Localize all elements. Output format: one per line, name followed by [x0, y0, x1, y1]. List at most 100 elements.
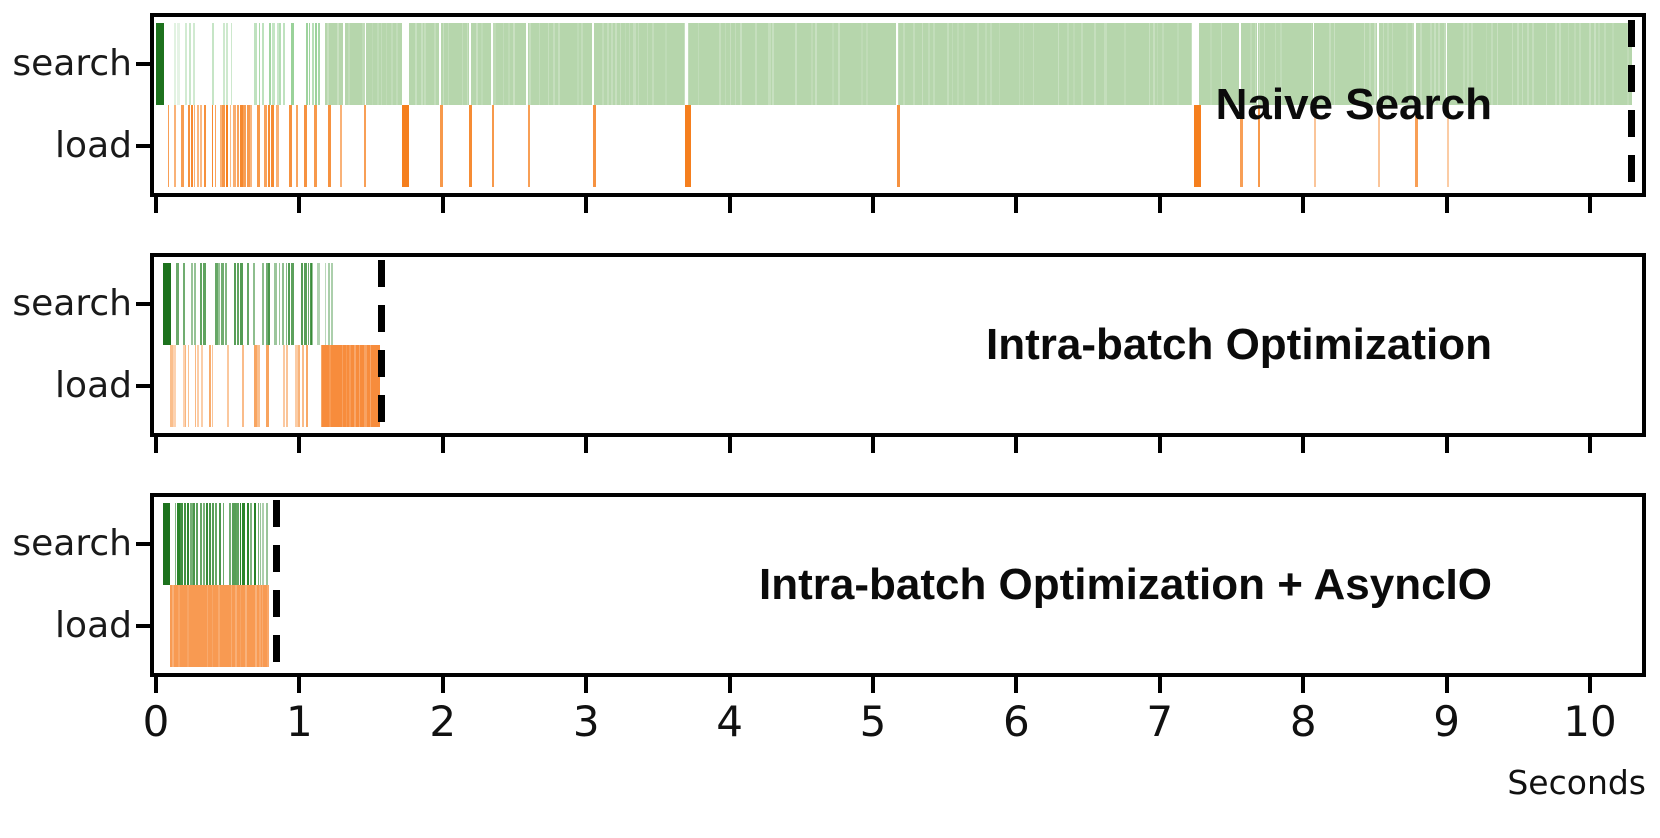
- texture-stripe: [341, 345, 344, 427]
- event-stripe: [222, 105, 225, 187]
- event-stripe: [199, 503, 202, 585]
- event-spike: [364, 105, 367, 187]
- event-stripe: [308, 23, 311, 105]
- event-stripe: [285, 263, 288, 345]
- event-spike: [1240, 105, 1243, 187]
- texture-stripe: [1148, 23, 1150, 105]
- texture-stripe: [353, 345, 356, 427]
- event-stripe: [249, 503, 253, 585]
- event-stripe: [186, 503, 190, 585]
- event-stripe: [262, 503, 265, 585]
- texture-stripe: [1555, 23, 1558, 105]
- white-gap: [685, 23, 689, 105]
- x-tick: [1444, 677, 1449, 693]
- texture-stripe: [697, 23, 700, 105]
- x-tick: [297, 437, 302, 453]
- event-stripe: [309, 263, 312, 345]
- texture-stripe: [1177, 23, 1179, 105]
- texture-stripe: [734, 23, 737, 105]
- texture-stripe: [1023, 23, 1025, 105]
- texture-stripe: [1411, 23, 1414, 105]
- event-stripe: [268, 263, 270, 345]
- event-stripe: [298, 345, 301, 427]
- texture-stripe: [1258, 23, 1261, 105]
- event-stripe: [194, 263, 196, 345]
- event-stripe: [254, 23, 257, 105]
- event-stripe: [305, 345, 309, 427]
- event-stripe: [274, 263, 278, 345]
- x-tick: [154, 437, 158, 453]
- event-stripe: [327, 263, 330, 345]
- texture-stripe: [1521, 23, 1524, 105]
- x-tick: [297, 197, 302, 213]
- event-stripe: [311, 23, 314, 105]
- texture-stripe: [235, 585, 238, 667]
- x-tick: [1301, 197, 1306, 213]
- x-tick: [727, 677, 732, 693]
- texture-stripe: [1593, 23, 1596, 105]
- texture-stripe: [385, 23, 388, 105]
- x-tick: [1157, 677, 1162, 693]
- event-stripe: [202, 263, 206, 345]
- x-tick: [1588, 437, 1592, 453]
- texture-stripe: [206, 585, 209, 667]
- event-spike: [303, 105, 307, 187]
- event-stripe: [266, 503, 269, 585]
- panel-intra-batch-optimization-asyncio: Intra-batch Optimization + AsyncIO: [150, 493, 1646, 677]
- texture-stripe: [347, 23, 350, 105]
- texture-stripe: [327, 23, 329, 105]
- event-spike: [1313, 105, 1316, 187]
- event-stripe: [240, 105, 243, 187]
- texture-stripe: [619, 23, 621, 105]
- panel-title: Intra-batch Optimization + AsyncIO: [758, 560, 1492, 609]
- event-stripe: [257, 345, 260, 427]
- event-stripe: [176, 503, 180, 585]
- texture-stripe: [951, 23, 954, 105]
- texture-stripe: [1420, 23, 1423, 105]
- y-tick-label-search: search: [12, 523, 132, 564]
- event-stripe: [265, 263, 268, 345]
- x-tick: [154, 677, 158, 693]
- texture-stripe: [1611, 23, 1614, 105]
- event-stripe: [278, 23, 282, 105]
- x-tick-label-6: 6: [1003, 697, 1030, 746]
- x-tick: [1014, 437, 1019, 453]
- texture-stripe: [172, 585, 175, 667]
- white-gap: [401, 23, 410, 105]
- texture-stripe: [637, 23, 640, 105]
- white-gap: [526, 23, 529, 105]
- event-stripe: [325, 263, 327, 345]
- x-tick: [1014, 197, 1019, 213]
- event-stripe: [285, 345, 289, 427]
- event-stripe: [229, 105, 232, 187]
- x-tick-label-4: 4: [716, 697, 743, 746]
- texture-stripe: [898, 23, 900, 105]
- event-stripe: [192, 23, 196, 105]
- texture-stripe: [424, 23, 427, 105]
- event-stripe: [239, 503, 242, 585]
- event-stripe: [221, 263, 224, 345]
- event-stripe: [283, 345, 285, 427]
- event-stripe: [295, 345, 298, 427]
- event-stripe: [218, 503, 221, 585]
- x-tick: [727, 437, 732, 453]
- texture-stripe: [254, 585, 258, 667]
- event-stripe: [270, 105, 274, 187]
- texture-stripe: [371, 23, 374, 105]
- texture-stripe: [1486, 23, 1488, 105]
- event-stripe: [229, 503, 232, 585]
- y-tick-search: [136, 542, 150, 546]
- texture-stripe: [1094, 23, 1097, 105]
- x-tick-label-7: 7: [1146, 697, 1174, 746]
- white-gap: [1239, 23, 1241, 105]
- texture-stripe: [262, 585, 264, 667]
- event-stripe: [195, 503, 199, 585]
- texture-stripe: [420, 23, 423, 105]
- texture-stripe: [1467, 23, 1470, 105]
- texture-stripe: [811, 23, 813, 105]
- event-stripe: [291, 263, 294, 345]
- y-tick-search: [136, 62, 150, 66]
- texture-stripe: [186, 585, 190, 667]
- x-tick: [1444, 437, 1449, 453]
- texture-stripe: [538, 23, 541, 105]
